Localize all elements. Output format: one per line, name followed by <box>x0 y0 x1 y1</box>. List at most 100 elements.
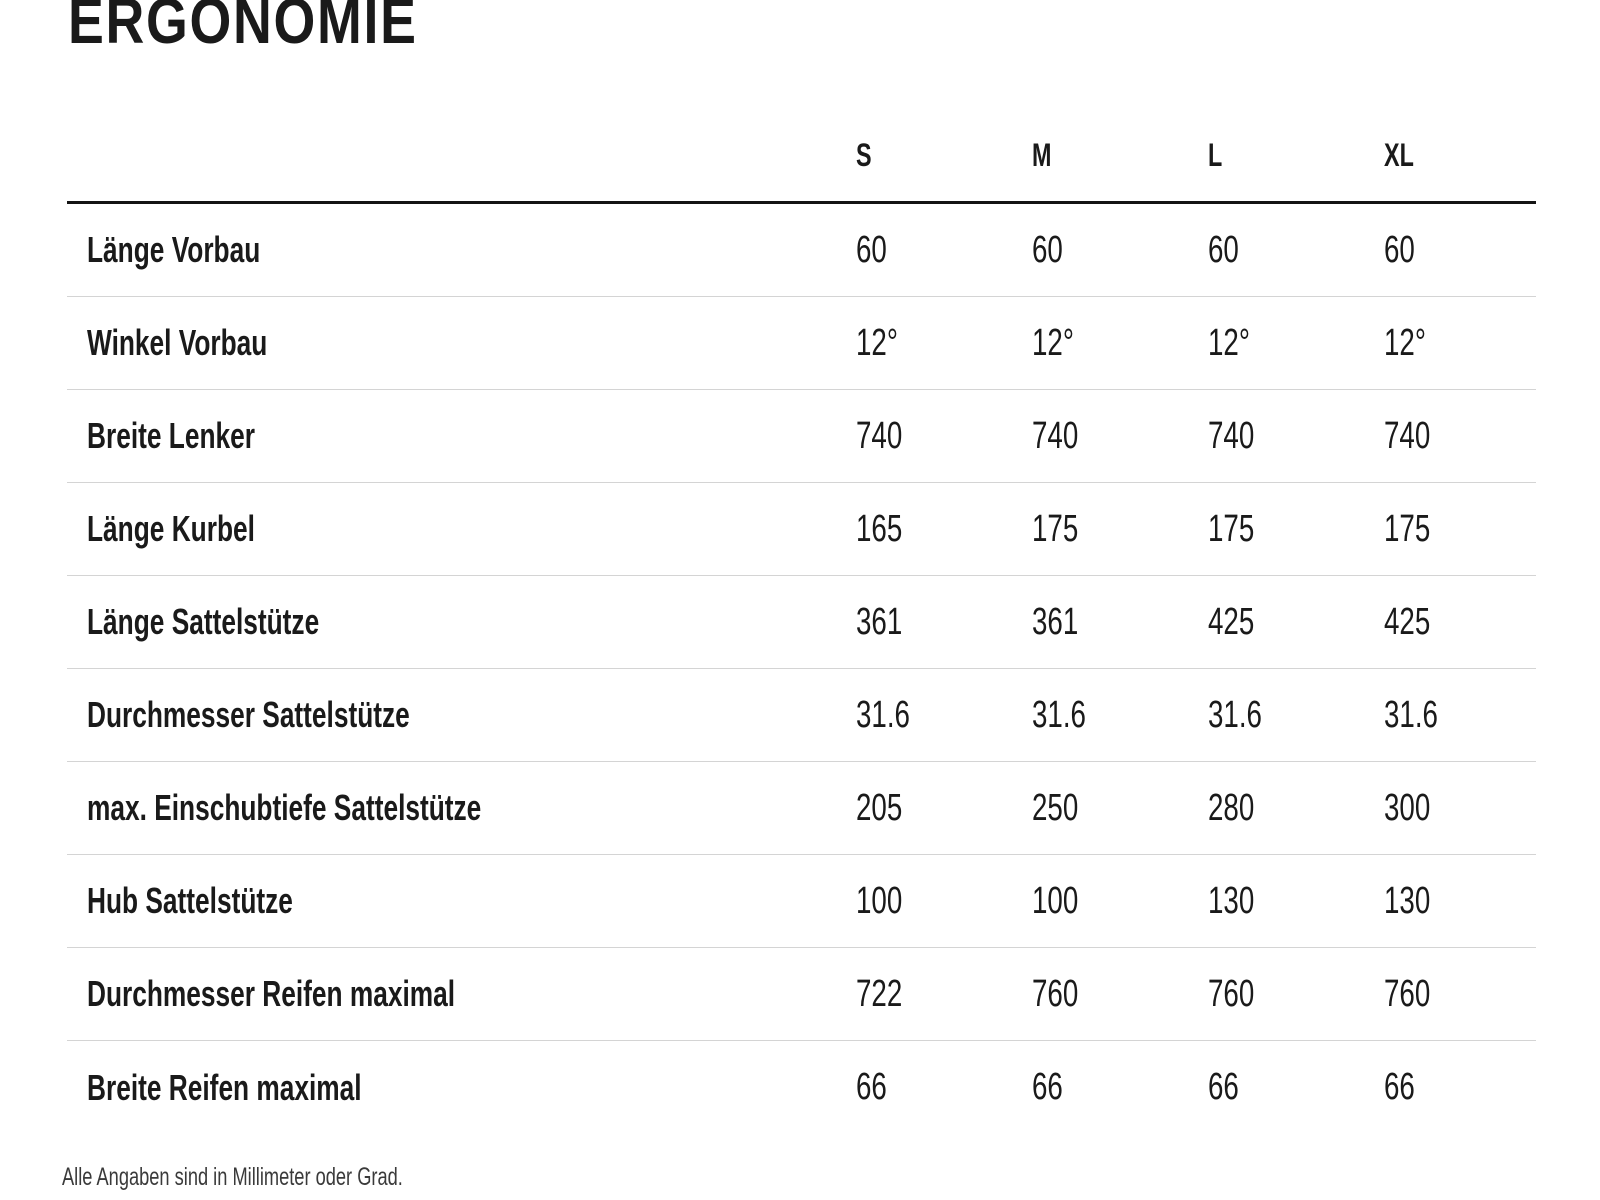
spec-value-m: 740 <box>1032 414 1079 457</box>
spec-value-m: 760 <box>1032 972 1079 1015</box>
spec-value-cell-xl: 130 <box>1384 880 1536 923</box>
spec-label: Winkel Vorbau <box>87 322 268 363</box>
header-cell-m: M <box>1032 137 1208 174</box>
spec-value-cell-m: 31.6 <box>1032 694 1208 737</box>
spec-row: Durchmesser Sattelstütze 31.6 31.6 31.6 … <box>67 669 1536 762</box>
spec-value-s: 12° <box>856 321 898 364</box>
spec-value-m: 361 <box>1032 600 1079 643</box>
spec-value-cell-xl: 175 <box>1384 508 1536 551</box>
spec-value-cell-m: 250 <box>1032 787 1208 830</box>
spec-label: Breite Lenker <box>87 415 255 456</box>
header-cell-xl: XL <box>1384 137 1536 174</box>
spec-value-cell-m: 760 <box>1032 973 1208 1016</box>
spec-value-m: 66 <box>1032 1066 1063 1108</box>
spec-value-cell-xl: 31.6 <box>1384 694 1536 737</box>
spec-value-l: 175 <box>1208 507 1255 550</box>
spec-value-m: 175 <box>1032 507 1079 550</box>
spec-label: Länge Sattelstütze <box>87 601 320 642</box>
spec-value-xl: 60 <box>1384 228 1415 271</box>
spec-value-l: 740 <box>1208 414 1255 457</box>
spec-value-xl: 300 <box>1384 786 1431 829</box>
spec-value-m: 31.6 <box>1032 693 1086 736</box>
spec-value-cell-xl: 12° <box>1384 322 1536 365</box>
spec-label-cell: Länge Kurbel <box>67 508 856 550</box>
spec-value-xl: 66 <box>1384 1066 1415 1108</box>
spec-value-cell-s: 165 <box>856 508 1032 551</box>
spec-value-cell-m: 100 <box>1032 880 1208 923</box>
spec-value-cell-l: 60 <box>1208 229 1384 272</box>
spec-label: max. Einschubtiefe Sattelstütze <box>87 787 482 828</box>
spec-value-s: 740 <box>856 414 903 457</box>
spec-label-cell: Hub Sattelstütze <box>67 880 856 922</box>
spec-row: Breite Reifen maximal 66 66 66 66 <box>67 1041 1536 1134</box>
spec-value-cell-s: 361 <box>856 601 1032 644</box>
spec-row: Länge Sattelstütze 361 361 425 425 <box>67 576 1536 669</box>
spec-value-cell-s: 205 <box>856 787 1032 830</box>
spec-row: Hub Sattelstütze 100 100 130 130 <box>67 855 1536 948</box>
table-header-row: S M L XL <box>67 52 1536 204</box>
spec-label-cell: max. Einschubtiefe Sattelstütze <box>67 787 856 829</box>
spec-value-cell-s: 722 <box>856 973 1032 1016</box>
spec-value-cell-xl: 300 <box>1384 787 1536 830</box>
spec-value-xl: 12° <box>1384 321 1426 364</box>
spec-label-cell: Winkel Vorbau <box>67 322 856 364</box>
spec-table-body: Länge Vorbau 60 60 60 60 Winkel Vorbau 1… <box>67 204 1536 1134</box>
spec-value-xl: 425 <box>1384 600 1431 643</box>
spec-value-m: 100 <box>1032 879 1079 922</box>
spec-value-xl: 740 <box>1384 414 1431 457</box>
spec-value-cell-l: 31.6 <box>1208 694 1384 737</box>
spec-value-l: 760 <box>1208 972 1255 1015</box>
spec-value-cell-s: 12° <box>856 322 1032 365</box>
spec-label: Länge Kurbel <box>87 508 255 549</box>
page-title: ERGONOMIE <box>0 0 1600 57</box>
spec-label-cell: Durchmesser Sattelstütze <box>67 694 856 736</box>
spec-value-s: 722 <box>856 972 903 1015</box>
spec-label-cell: Länge Sattelstütze <box>67 601 856 643</box>
spec-label-cell: Breite Lenker <box>67 415 856 457</box>
spec-value-cell-l: 66 <box>1208 1066 1384 1109</box>
spec-value-s: 361 <box>856 600 903 643</box>
spec-label: Länge Vorbau <box>87 229 261 270</box>
spec-value-s: 31.6 <box>856 693 910 736</box>
spec-value-m: 12° <box>1032 321 1074 364</box>
spec-value-l: 60 <box>1208 228 1239 271</box>
spec-value-xl: 760 <box>1384 972 1431 1015</box>
spec-value-xl: 175 <box>1384 507 1431 550</box>
spec-value-cell-s: 31.6 <box>856 694 1032 737</box>
size-column-header-s: S <box>856 137 872 173</box>
spec-label-cell: Durchmesser Reifen maximal <box>67 973 856 1015</box>
spec-row: Durchmesser Reifen maximal 722 760 760 7… <box>67 948 1536 1041</box>
spec-label: Durchmesser Sattelstütze <box>87 694 410 735</box>
spec-value-s: 165 <box>856 507 903 550</box>
size-column-header-l: L <box>1208 137 1223 173</box>
spec-value-cell-m: 12° <box>1032 322 1208 365</box>
size-column-header-xl: XL <box>1384 137 1414 173</box>
size-column-header-m: M <box>1032 137 1052 173</box>
spec-label-cell: Länge Vorbau <box>67 229 856 271</box>
header-cell-l: L <box>1208 137 1384 174</box>
spec-value-xl: 31.6 <box>1384 693 1438 736</box>
spec-value-l: 130 <box>1208 879 1255 922</box>
spec-value-cell-m: 66 <box>1032 1066 1208 1109</box>
spec-table: S M L XL Länge Vorbau 60 60 60 60 Winkel <box>67 52 1536 1134</box>
header-cell-s: S <box>856 137 1032 174</box>
spec-value-cell-xl: 740 <box>1384 415 1536 458</box>
spec-value-m: 60 <box>1032 228 1063 271</box>
spec-value-cell-xl: 60 <box>1384 229 1536 272</box>
spec-label: Breite Reifen maximal <box>87 1066 362 1108</box>
spec-value-s: 205 <box>856 786 903 829</box>
footnote-text: Alle Angaben sind in Millimeter oder Gra… <box>62 1163 403 1191</box>
spec-value-cell-s: 100 <box>856 880 1032 923</box>
spec-value-l: 12° <box>1208 321 1250 364</box>
spec-value-cell-l: 12° <box>1208 322 1384 365</box>
spec-value-cell-s: 66 <box>856 1066 1032 1109</box>
spec-value-cell-l: 760 <box>1208 973 1384 1016</box>
footnote: Alle Angaben sind in Millimeter oder Gra… <box>62 1162 1600 1192</box>
spec-value-cell-s: 740 <box>856 415 1032 458</box>
spec-value-s: 100 <box>856 879 903 922</box>
spec-value-m: 250 <box>1032 786 1079 829</box>
spec-value-l: 31.6 <box>1208 693 1262 736</box>
spec-label: Durchmesser Reifen maximal <box>87 973 456 1014</box>
page-title-text: ERGONOMIE <box>68 0 418 57</box>
spec-value-cell-l: 130 <box>1208 880 1384 923</box>
